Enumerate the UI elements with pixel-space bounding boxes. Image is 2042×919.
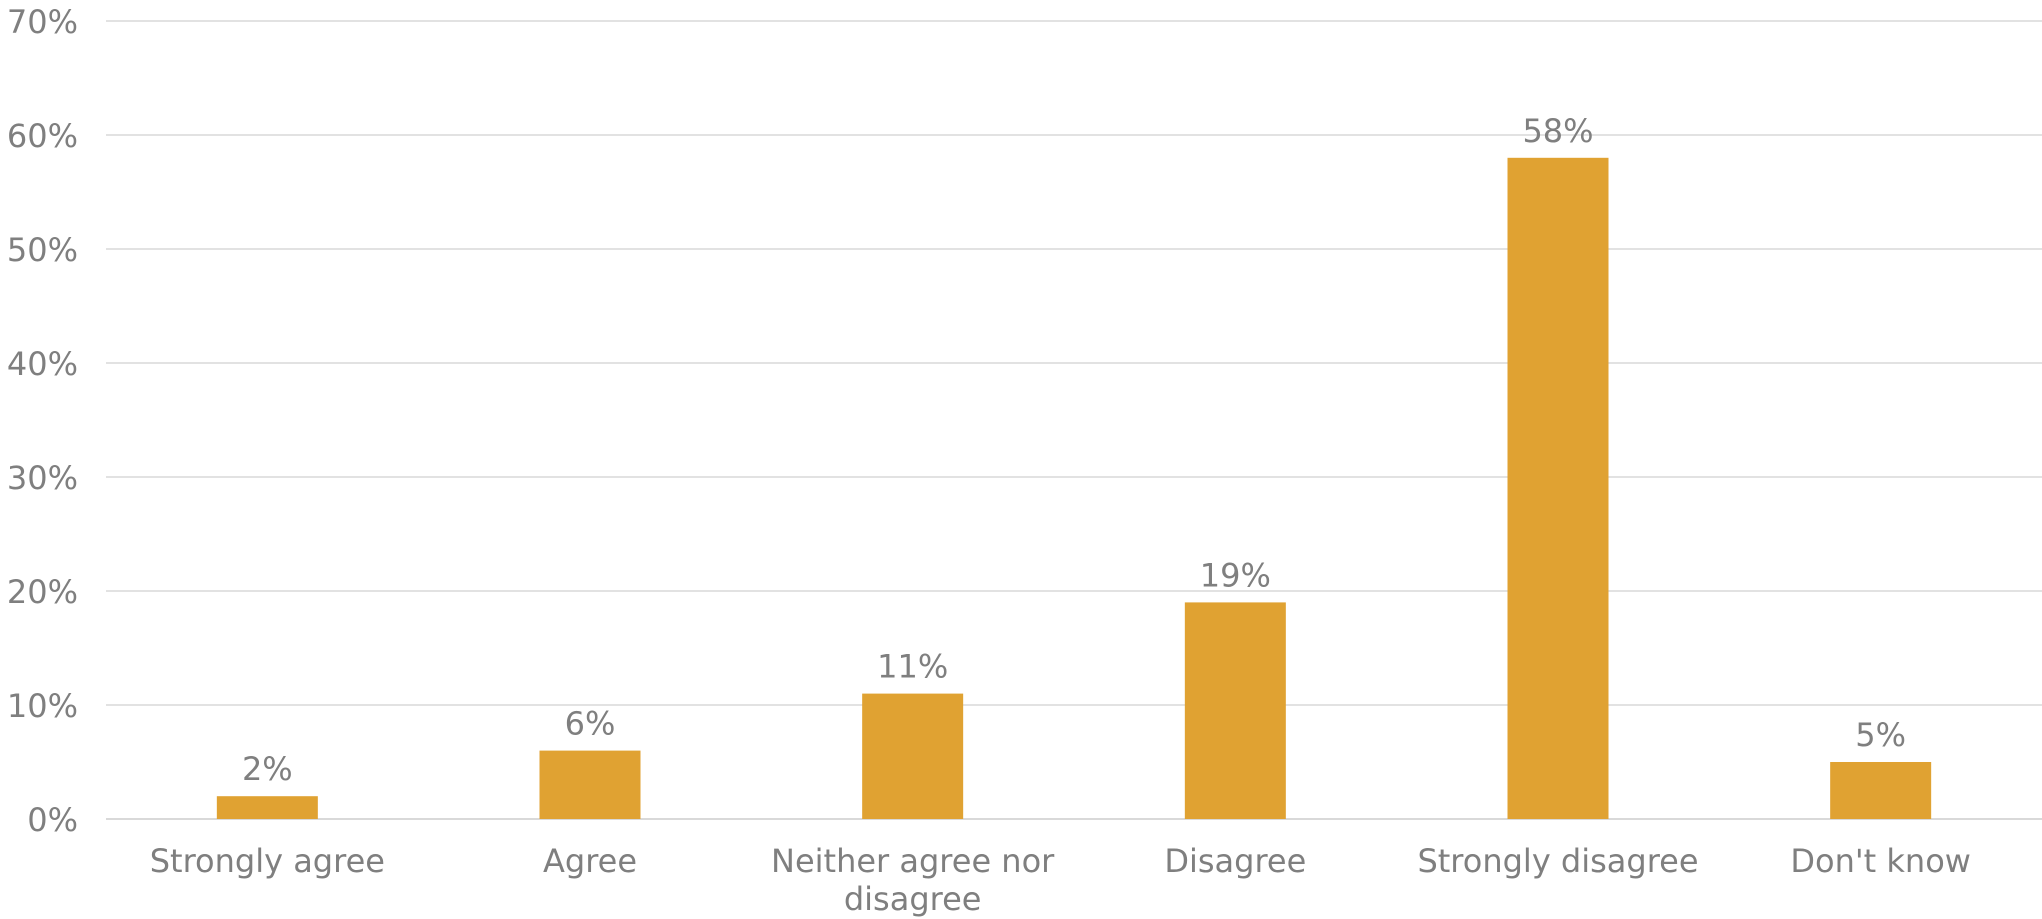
gridlines <box>106 20 2042 820</box>
data-label: 19% <box>1200 556 1271 594</box>
y-tick-label: 0% <box>27 801 78 839</box>
y-tick-label: 60% <box>7 117 78 155</box>
data-label: 58% <box>1522 112 1593 150</box>
y-tick-label: 10% <box>7 687 78 725</box>
bar <box>862 693 964 819</box>
bar <box>216 796 318 819</box>
x-tick-label: Agree <box>543 842 637 880</box>
bar <box>539 750 641 819</box>
bars <box>216 157 1932 820</box>
data-labels: 2% 6% 11% 19% 58% 5% <box>242 112 1906 788</box>
y-tick-label: 30% <box>7 459 78 497</box>
x-tick-label: Disagree <box>1164 842 1306 880</box>
y-tick-label: 40% <box>7 345 78 383</box>
x-axis-ticks: Strongly agree Agree Neither agree nordisa… <box>150 842 1971 918</box>
bar <box>1830 762 1932 819</box>
y-axis-ticks: 0% 10% 20% 30% 40% 50% 60% 70% <box>7 3 78 839</box>
y-tick-label: 20% <box>7 573 78 611</box>
data-label: 5% <box>1855 716 1906 754</box>
y-tick-label: 70% <box>7 3 78 41</box>
x-tick-label: Don't know <box>1790 842 1971 880</box>
y-tick-label: 50% <box>7 231 78 269</box>
bar <box>1184 602 1286 819</box>
x-tick-label: Strongly agree <box>150 842 385 880</box>
data-label: 2% <box>242 750 293 788</box>
bar <box>1507 157 1609 820</box>
x-tick-label: Neither agree nor <box>771 842 1055 880</box>
data-label: 6% <box>565 705 616 743</box>
x-tick-label: disagree <box>844 880 982 918</box>
data-label: 11% <box>877 648 948 686</box>
x-tick-label: Strongly disagree <box>1417 842 1698 880</box>
